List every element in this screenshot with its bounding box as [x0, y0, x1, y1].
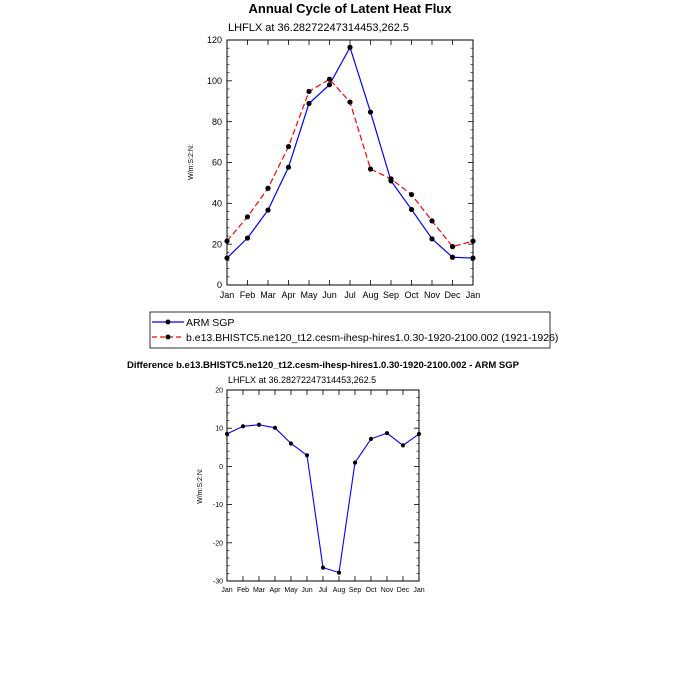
- top-xtick-label: Nov: [424, 290, 441, 300]
- bottom-series-0-line: [226, 424, 420, 574]
- bottom-series-0-point: [416, 431, 422, 437]
- legend-marker-model: [165, 334, 171, 340]
- top-series-1-point: [470, 238, 476, 244]
- top-series-0-line: [226, 45, 474, 259]
- top-xtick-label: May: [300, 290, 318, 300]
- top-series-1-point: [429, 218, 435, 224]
- legend-box: [149, 311, 551, 349]
- top-series-0-point: [285, 164, 292, 170]
- top-xtick-label: Jan: [220, 290, 235, 300]
- bottom-series-0-point: [240, 424, 246, 429]
- bottom-series-0-point: [336, 570, 342, 575]
- bottom-chart-subtitle: LHFLX at 36.28272247314453,262.5: [228, 375, 376, 385]
- top-series-0-point: [449, 254, 456, 260]
- bottom-plot-frame: [226, 389, 420, 582]
- bottom-xtick-label: Jan: [413, 587, 424, 594]
- bottom-chart-plot: -30 -20 -10 0 10 20 Jan Feb Mar Apr May Jun Jul Aug Se…: [213, 387, 425, 594]
- top-xtick-label: Feb: [240, 290, 256, 300]
- bottom-series-0-point: [224, 431, 230, 437]
- bottom-series-0-point: [304, 453, 310, 458]
- top-series-1-point: [244, 214, 251, 220]
- top-series-0-point: [429, 236, 435, 242]
- top-series-1-point: [285, 143, 292, 150]
- bottom-xtick-label: Jul: [319, 587, 328, 594]
- top-ytick-label: 80: [212, 117, 222, 127]
- top-series-1-point: [326, 76, 333, 82]
- top-series-1-point: [449, 244, 456, 250]
- bottom-ytick-label: -30: [213, 578, 223, 585]
- top-series-0-point: [265, 207, 271, 213]
- top-chart-ylabel: W/m:S:2:N:: [188, 144, 195, 180]
- top-series-0-point: [224, 255, 230, 261]
- top-ytick-label: 60: [212, 158, 222, 168]
- bottom-xtick-label: Oct: [366, 587, 377, 594]
- top-xtick-label: Aug: [362, 290, 378, 300]
- top-plot-frame: [226, 39, 474, 286]
- top-ytick-label: 120: [207, 35, 222, 45]
- top-series-1-point: [367, 166, 374, 172]
- bottom-series-0-point: [368, 436, 374, 441]
- legend-marker-arm-sgp: [165, 319, 171, 325]
- bottom-xtick-label: Jun: [301, 587, 312, 594]
- top-xtick-label: Jan: [466, 290, 481, 300]
- bottom-ytick-label: 0: [219, 464, 223, 471]
- bottom-series-0-point: [272, 425, 278, 430]
- top-series-0-point: [244, 235, 251, 241]
- top-xtick-label: Apr: [281, 290, 295, 300]
- legend-label-arm-sgp: ARM SGP: [186, 317, 234, 329]
- top-xtick-label: Oct: [404, 290, 419, 300]
- top-series-0-point: [306, 100, 312, 107]
- bottom-xtick-label: Mar: [253, 587, 266, 594]
- bottom-xtick-label: Nov: [381, 587, 394, 594]
- bottom-xtick-label: May: [284, 587, 298, 594]
- top-series-0-point: [408, 206, 415, 213]
- top-chart-title: Annual Cycle of Latent Heat Flux: [249, 1, 453, 16]
- bottom-ytick-label: 10: [215, 426, 223, 433]
- bottom-xtick-label: Aug: [333, 587, 346, 594]
- bottom-ytick-label: -20: [213, 540, 223, 547]
- top-xtick-label: Jul: [344, 290, 356, 300]
- bottom-xtick-label: Apr: [270, 587, 282, 594]
- top-series-0-point: [326, 82, 333, 88]
- legend-label-model: b.e13.BHISTC5.ne120_t12.cesm-ihesp-hires…: [186, 332, 558, 344]
- top-series-0-point: [367, 109, 374, 115]
- top-ytick-label: 100: [207, 76, 222, 86]
- top-series-1-point: [306, 88, 312, 95]
- bottom-series-0-point: [256, 422, 262, 427]
- top-ytick-label: 0: [217, 280, 222, 290]
- top-xtick-label: Dec: [444, 290, 461, 300]
- bottom-chart-title: Difference b.e13.BHISTC5.ne120_t12.cesm-…: [127, 360, 520, 371]
- top-series-0-point: [470, 255, 476, 261]
- top-series-1-point: [388, 176, 394, 182]
- bottom-xtick-label: Feb: [237, 587, 249, 594]
- top-xtick-label: Mar: [260, 290, 276, 300]
- bottom-xtick-label: Dec: [397, 587, 410, 594]
- bottom-chart-ylabel: W/m:S:2:N:: [197, 468, 204, 504]
- legend: ARM SGP b.e13.BHISTC5.ne120_t12.cesm-ihe…: [149, 311, 558, 349]
- bottom-series-0-point: [288, 441, 294, 446]
- top-series-0-point: [347, 44, 353, 50]
- bottom-series-0-point: [384, 431, 390, 436]
- top-xtick-label: Jun: [322, 290, 337, 300]
- top-ytick-label: 20: [212, 239, 222, 249]
- bottom-ytick-label: 20: [215, 387, 223, 394]
- bottom-series-0-point: [400, 443, 406, 448]
- bottom-ytick-label: -10: [213, 502, 223, 509]
- top-series-1-point: [224, 238, 230, 244]
- bottom-series-0-point: [352, 460, 358, 465]
- top-series-1-point: [408, 191, 415, 198]
- top-series-1-point: [265, 185, 271, 191]
- top-xtick-label: Sep: [383, 290, 399, 300]
- top-series-1-point: [347, 99, 353, 105]
- top-ytick-label: 40: [212, 198, 222, 208]
- bottom-xtick-label: Sep: [349, 587, 362, 594]
- bottom-xtick-label: Jan: [221, 587, 232, 594]
- bottom-series-0-point: [320, 565, 326, 570]
- top-chart-plot: 0 20 40 60 80 100 120 Jan Feb Mar Apr May Jun Jul Aug S…: [207, 35, 480, 300]
- top-chart-subtitle: LHFLX at 36.28272247314453,262.5: [228, 22, 409, 34]
